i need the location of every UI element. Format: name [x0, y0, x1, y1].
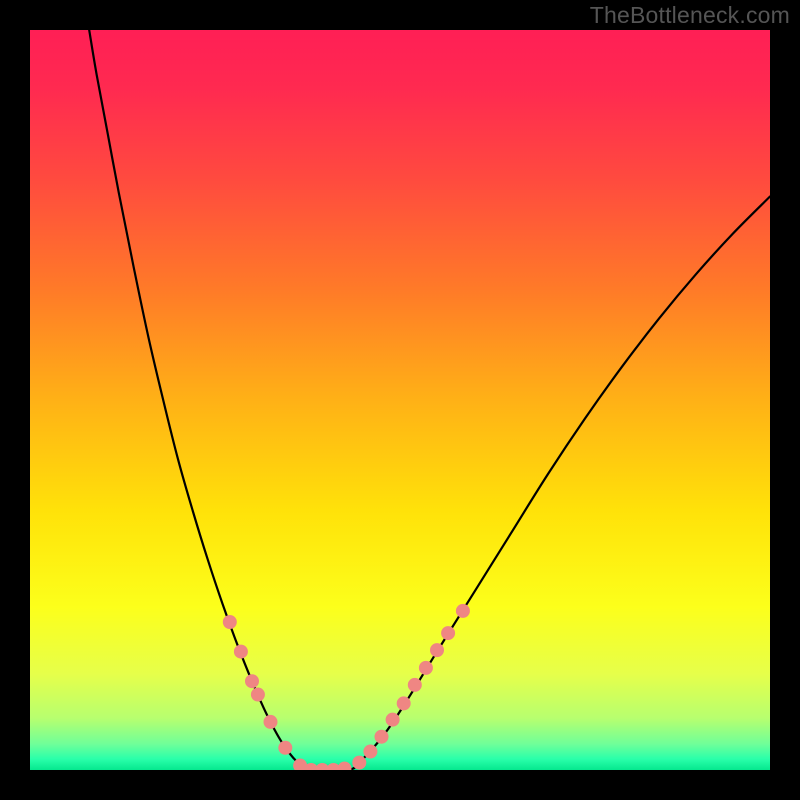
right-marker	[419, 661, 432, 674]
left-marker	[251, 688, 264, 701]
chart-stage: TheBottleneck.com	[0, 0, 800, 800]
left-marker	[279, 741, 292, 754]
left-marker	[234, 645, 247, 658]
right-marker	[431, 644, 444, 657]
right-marker	[408, 678, 421, 691]
right-marker	[386, 713, 399, 726]
right-marker	[397, 697, 410, 710]
right-marker	[364, 745, 377, 758]
plot-background-gradient	[30, 30, 770, 770]
right-marker	[456, 604, 469, 617]
left-marker	[264, 715, 277, 728]
bottleneck-curve-chart	[0, 0, 800, 800]
right-marker	[375, 730, 388, 743]
left-marker	[223, 616, 236, 629]
right-marker	[353, 756, 366, 769]
right-marker	[442, 627, 455, 640]
left-marker	[246, 675, 259, 688]
